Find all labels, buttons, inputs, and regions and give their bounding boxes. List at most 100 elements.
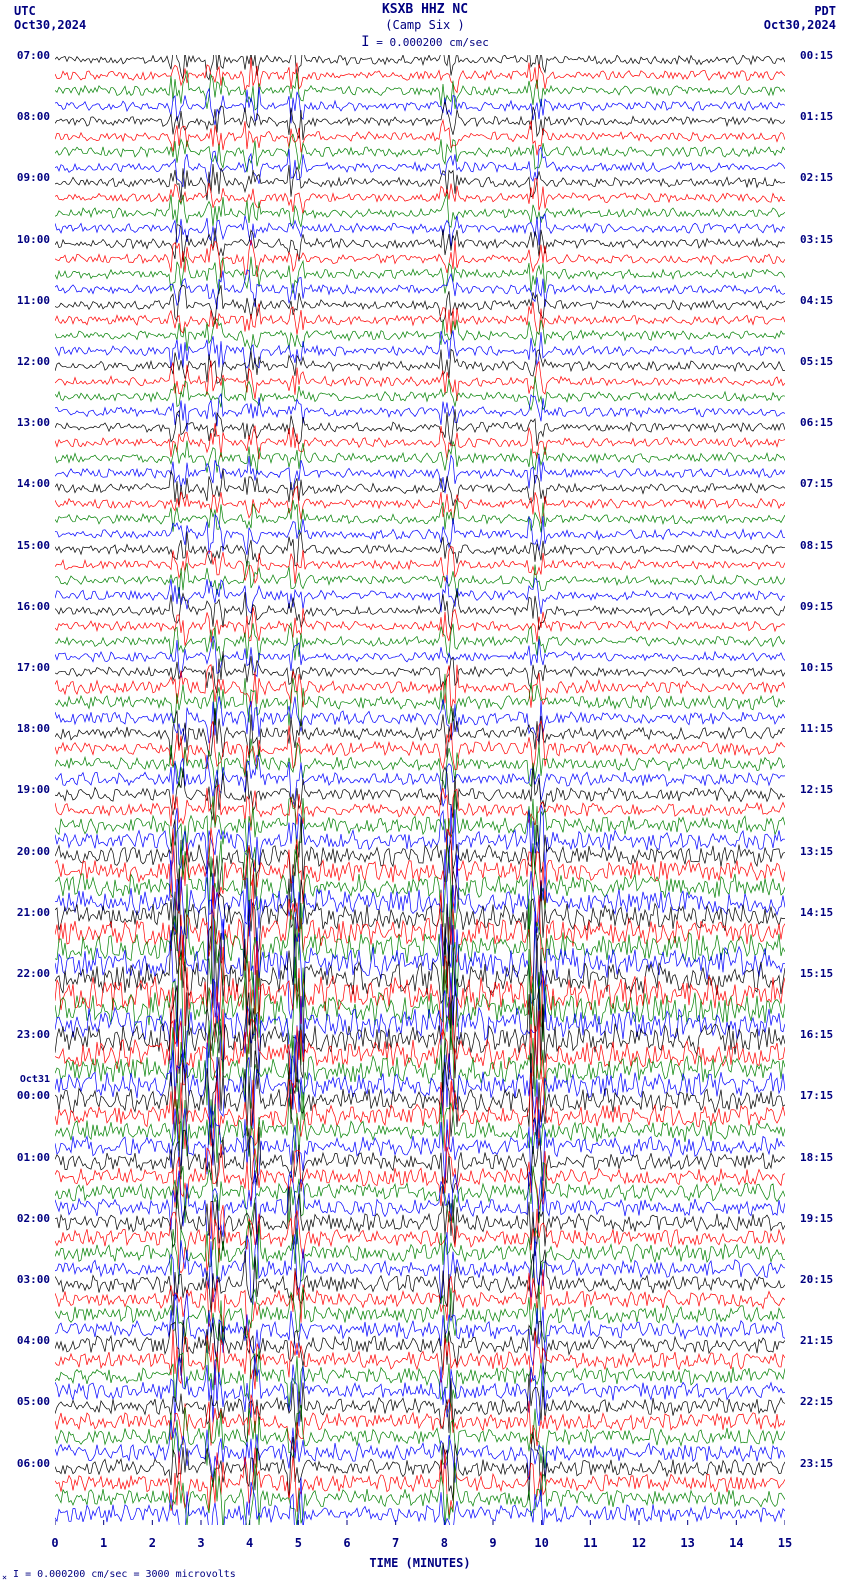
pdt-time-label: 15:15 [800,967,833,980]
seismic-trace [55,164,785,200]
seismic-trace [55,531,785,566]
seismogram-plot [55,55,785,1525]
pdt-time-label: 14:15 [800,906,833,919]
seismic-trace [55,696,785,743]
seismic-trace [55,376,785,410]
pdt-time-label: 00:15 [800,49,833,62]
seismic-trace [55,1285,785,1345]
x-tick: 13 [680,1536,694,1550]
x-tick: 0 [51,1536,58,1550]
footer-scale: × I = 0.000200 cm/sec = 3000 microvolts [2,1569,236,1582]
pdt-time-label: 12:15 [800,783,833,796]
seismic-trace [55,575,785,614]
seismic-trace [55,302,785,335]
seismic-trace [55,1127,785,1199]
x-tick: 4 [246,1536,253,1550]
pdt-time-label: 06:15 [800,416,833,429]
pdt-time-label: 04:15 [800,294,833,307]
seismic-trace [55,486,785,524]
x-tick: 6 [343,1536,350,1550]
utc-time-label: 00:00 [0,1089,50,1102]
utc-time-label: 23:00 [0,1028,50,1041]
seismic-trace [55,87,785,125]
seismic-trace [55,1374,785,1443]
x-axis-title: TIME (MINUTES) [55,1556,785,1570]
seismic-trace [55,674,785,726]
right-date: Oct30,2024 [764,18,836,32]
utc-time-label: 17:00 [0,661,50,674]
left-date: Oct30,2024 [14,18,86,32]
x-tick: 8 [441,1536,448,1550]
seismic-trace [55,134,785,172]
seismic-trace [55,562,785,599]
utc-time-label: 06:00 [0,1457,50,1470]
seismic-trace [55,57,785,92]
x-tick: 11 [583,1536,597,1550]
x-tick: 14 [729,1536,743,1550]
utc-time-label: 07:00 [0,49,50,62]
x-tick: 2 [149,1536,156,1550]
seismic-trace [55,791,785,862]
pdt-time-label: 22:15 [800,1395,833,1408]
pdt-time-label: 18:15 [800,1151,833,1164]
pdt-time-label: 02:15 [800,171,833,184]
seismic-trace [55,500,785,534]
seismic-trace [55,1144,785,1210]
pdt-time-label: 01:15 [800,110,833,123]
pdt-time-label: 05:15 [800,355,833,368]
right-time-axis: 00:1501:1502:1503:1504:1505:1506:1507:15… [795,55,850,1525]
pdt-time-label: 09:15 [800,600,833,613]
pdt-time-label: 17:15 [800,1089,833,1102]
pdt-time-label: 11:15 [800,722,833,735]
x-tick: 12 [632,1536,646,1550]
location-subtitle: (Camp Six ) [0,18,850,32]
seismic-trace [55,1171,785,1245]
utc-time-label: 16:00 [0,600,50,613]
seismic-trace [55,785,785,838]
utc-time-label: 15:00 [0,539,50,552]
seismic-trace [55,349,785,383]
seismic-trace [55,1202,785,1273]
x-tick: 1 [100,1536,107,1550]
utc-time-label: 10:00 [0,233,50,246]
x-tick: 10 [534,1536,548,1550]
utc-time-label: 09:00 [0,171,50,184]
utc-time-label: 13:00 [0,416,50,429]
pdt-time-label: 07:15 [800,477,833,490]
right-tz-label: PDT [814,4,836,18]
seismic-trace [55,1395,785,1453]
date-marker: Oct31 [0,1074,50,1085]
utc-time-label: 21:00 [0,906,50,919]
seismic-trace [55,454,785,494]
pdt-time-label: 10:15 [800,661,833,674]
seismic-trace [55,214,785,247]
pdt-time-label: 19:15 [800,1212,833,1225]
seismic-trace [55,817,785,899]
left-tz-label: UTC [14,4,36,18]
pdt-time-label: 03:15 [800,233,833,246]
seismic-trace [55,766,785,820]
utc-time-label: 14:00 [0,477,50,490]
scale-indicator: I = 0.000200 cm/sec [0,34,850,50]
x-tick: 3 [197,1536,204,1550]
seismic-trace [55,441,785,474]
x-tick: 15 [778,1536,792,1550]
pdt-time-label: 20:15 [800,1273,833,1286]
utc-time-label: 20:00 [0,845,50,858]
x-axis: 0123456789101112131415 [55,1526,785,1556]
x-tick: 7 [392,1536,399,1550]
utc-time-label: 04:00 [0,1334,50,1347]
utc-time-label: 03:00 [0,1273,50,1286]
seismic-trace [55,623,785,662]
utc-time-label: 11:00 [0,294,50,307]
seismic-trace [55,319,785,351]
seismic-trace [55,194,785,228]
utc-time-label: 05:00 [0,1395,50,1408]
seismic-trace [55,942,785,1067]
pdt-time-label: 08:15 [800,539,833,552]
utc-time-label: 02:00 [0,1212,50,1225]
utc-time-label: 01:00 [0,1151,50,1164]
x-tick: 5 [295,1536,302,1550]
utc-time-label: 22:00 [0,967,50,980]
seismic-trace [55,1250,785,1318]
